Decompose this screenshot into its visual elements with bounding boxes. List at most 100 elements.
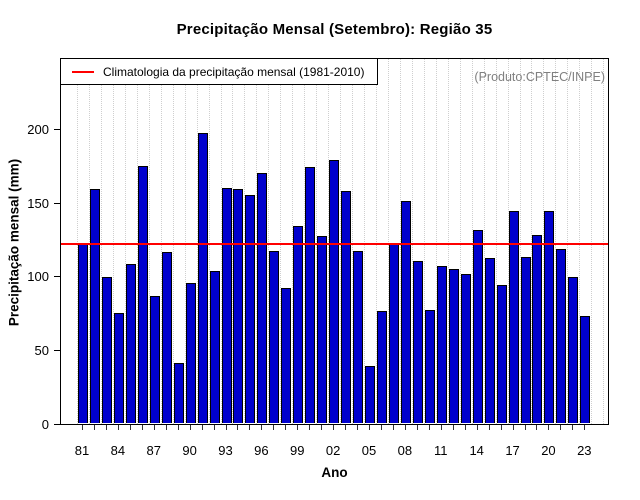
legend-line-icon bbox=[72, 70, 94, 73]
bar-1996 bbox=[257, 172, 268, 423]
x-tick bbox=[261, 425, 263, 430]
gridline bbox=[507, 59, 509, 424]
x-tick bbox=[381, 425, 382, 430]
x-tick bbox=[177, 425, 179, 430]
bar-2002 bbox=[329, 159, 340, 423]
bar-2006 bbox=[377, 311, 387, 423]
bar-2017 bbox=[508, 211, 519, 423]
bar-2013 bbox=[460, 274, 471, 423]
x-tick bbox=[476, 425, 478, 430]
y-tick-label: 50 bbox=[34, 342, 49, 358]
gridline bbox=[340, 59, 342, 424]
gridline bbox=[160, 59, 162, 424]
bar-2004 bbox=[353, 250, 364, 423]
gridline bbox=[280, 59, 282, 424]
gridline bbox=[352, 59, 354, 424]
gridline bbox=[220, 59, 222, 424]
gridline bbox=[555, 59, 557, 424]
y-tick bbox=[54, 349, 60, 351]
y-tick-label: 150 bbox=[27, 195, 49, 211]
bar-1982 bbox=[89, 189, 100, 423]
bar-2015 bbox=[484, 258, 495, 423]
bar-2012 bbox=[448, 268, 459, 423]
gridline bbox=[591, 59, 593, 424]
bar-2018 bbox=[520, 256, 531, 423]
x-tick bbox=[273, 425, 275, 430]
y-tick bbox=[54, 202, 60, 204]
gridline bbox=[88, 59, 90, 424]
gridline bbox=[376, 59, 377, 424]
x-tick-label: 08 bbox=[397, 443, 413, 458]
x-tick bbox=[225, 425, 227, 430]
legend: Climatologia da precipitação mensal (198… bbox=[60, 58, 378, 85]
y-tick bbox=[54, 129, 60, 131]
x-tick bbox=[560, 425, 562, 430]
watermark: (Produto:CPTEC/INPE) bbox=[474, 70, 605, 84]
bar-1988 bbox=[161, 252, 172, 423]
x-tick-label: 84 bbox=[110, 443, 126, 458]
bar-2023 bbox=[580, 315, 591, 423]
x-tick-label: 14 bbox=[469, 443, 484, 458]
bar-1998 bbox=[281, 287, 292, 423]
gridline bbox=[208, 59, 210, 424]
x-tick-label: 93 bbox=[218, 443, 233, 458]
gridline bbox=[256, 59, 258, 424]
bar-2020 bbox=[544, 211, 555, 423]
x-tick bbox=[524, 425, 526, 430]
x-tick bbox=[500, 425, 502, 430]
x-tick bbox=[105, 425, 107, 430]
bar-2014 bbox=[472, 230, 483, 423]
gridline bbox=[292, 59, 294, 424]
x-tick bbox=[129, 425, 131, 430]
plot-area: Climatologia da precipitação mensal (198… bbox=[60, 58, 609, 425]
bar-2000 bbox=[305, 166, 316, 423]
bar-2011 bbox=[436, 265, 447, 423]
bar-1986 bbox=[137, 165, 148, 423]
gridline bbox=[459, 59, 461, 424]
x-tick bbox=[428, 425, 430, 430]
bar-2001 bbox=[317, 236, 328, 423]
gridline bbox=[399, 59, 401, 424]
gridline bbox=[100, 59, 102, 424]
bar-2019 bbox=[532, 234, 543, 423]
bar-2003 bbox=[341, 190, 352, 423]
x-tick bbox=[440, 425, 442, 430]
gridline bbox=[172, 59, 174, 424]
x-tick bbox=[285, 425, 287, 430]
y-axis-label: Precipitação mensal (mm) bbox=[6, 158, 22, 327]
gridline bbox=[124, 59, 126, 424]
gridline bbox=[184, 59, 186, 424]
x-tick bbox=[548, 425, 550, 430]
bar-1987 bbox=[149, 296, 160, 423]
bar-1999 bbox=[293, 225, 304, 423]
gridline bbox=[447, 59, 449, 424]
gridline bbox=[531, 59, 533, 424]
x-tick bbox=[572, 425, 574, 430]
x-tick bbox=[237, 425, 239, 430]
bar-1994 bbox=[233, 189, 244, 423]
bar-1983 bbox=[101, 277, 112, 423]
bar-2009 bbox=[412, 261, 423, 423]
x-tick-label: 23 bbox=[577, 443, 592, 458]
legend-label: Climatologia da precipitação mensal (198… bbox=[103, 64, 365, 79]
x-tick bbox=[357, 425, 359, 430]
gridline bbox=[435, 59, 437, 424]
gridline bbox=[543, 59, 545, 424]
x-tick-label: 90 bbox=[182, 443, 197, 458]
bar-2007 bbox=[388, 243, 399, 423]
x-tick-label: 20 bbox=[541, 443, 556, 458]
bar-1992 bbox=[209, 271, 220, 423]
gridline bbox=[567, 59, 569, 424]
x-tick bbox=[536, 425, 538, 430]
x-tick-label: 02 bbox=[325, 443, 341, 458]
y-tick-label: 100 bbox=[27, 269, 49, 285]
x-tick bbox=[321, 425, 323, 430]
x-tick-label: 05 bbox=[361, 443, 377, 458]
x-tick-label: 99 bbox=[290, 443, 305, 458]
x-tick bbox=[404, 425, 406, 430]
y-tick bbox=[54, 423, 60, 425]
bar-1993 bbox=[221, 187, 232, 423]
bar-1997 bbox=[269, 250, 280, 423]
x-tick bbox=[141, 425, 143, 430]
x-tick bbox=[416, 425, 418, 430]
